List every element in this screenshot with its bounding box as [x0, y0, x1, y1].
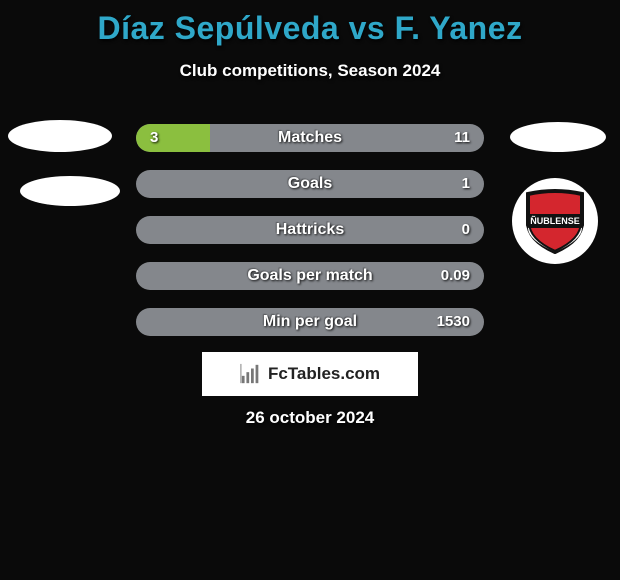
stat-label: Goals	[136, 170, 484, 198]
stat-value-right: 0	[462, 216, 470, 244]
stat-label: Hattricks	[136, 216, 484, 244]
stat-value-right: 11	[454, 124, 470, 152]
stat-label: Goals per match	[136, 262, 484, 290]
stat-label: Matches	[136, 124, 484, 152]
subtitle: Club competitions, Season 2024	[0, 61, 620, 81]
date-text: 26 october 2024	[0, 408, 620, 428]
stat-row: Goals per match0.09	[136, 262, 484, 290]
stat-row: Hattricks0	[136, 216, 484, 244]
page-title: Díaz Sepúlveda vs F. Yanez	[0, 0, 620, 47]
stat-row: Matches3 11	[136, 124, 484, 152]
player-right-avatar	[510, 122, 606, 152]
source-badge: FcTables.com	[202, 352, 418, 396]
stat-value-right: 0.09	[441, 262, 470, 290]
stat-label: Min per goal	[136, 308, 484, 336]
shield-icon: ÑUBLENSE	[524, 188, 586, 254]
stat-value-left: 3	[150, 124, 158, 152]
stats-block: Matches3 11 Goals1 Hattricks0 Goals per matc…	[136, 124, 484, 354]
club-right-name: ÑUBLENSE	[530, 216, 580, 226]
stat-value-right: 1530	[437, 308, 470, 336]
card: Díaz Sepúlveda vs F. Yanez Club competit…	[0, 0, 620, 580]
source-text: FcTables.com	[268, 364, 380, 384]
stat-row: Goals1	[136, 170, 484, 198]
bar-chart-icon	[240, 363, 262, 385]
player-left-avatar	[8, 120, 112, 152]
stat-value-right: 1	[462, 170, 470, 198]
club-right-logo: ÑUBLENSE	[512, 178, 598, 264]
stat-row: Min per goal1530	[136, 308, 484, 336]
club-left-logo	[20, 176, 120, 206]
